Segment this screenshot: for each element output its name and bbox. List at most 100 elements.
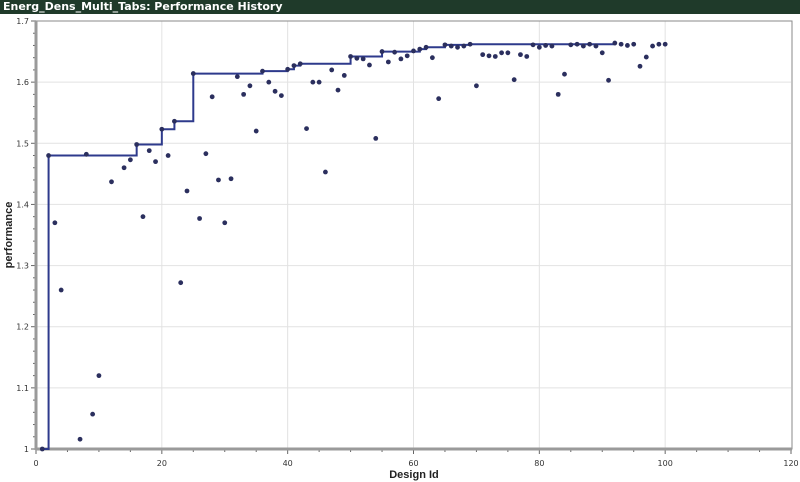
y-tick-label: 1.4 (16, 200, 29, 209)
data-point (580, 43, 586, 49)
data-point (134, 142, 140, 147)
data-point (52, 220, 58, 226)
data-point (448, 43, 454, 49)
data-point (511, 77, 517, 83)
data-point (121, 165, 127, 171)
grid-lines (36, 21, 791, 449)
y-tick-label: 1.7 (16, 17, 29, 26)
data-point (373, 135, 379, 141)
data-point (335, 87, 341, 93)
y-tick-label: 1.3 (16, 262, 29, 271)
data-point (77, 436, 83, 442)
data-point (467, 41, 473, 47)
data-point (209, 94, 215, 100)
x-tick-label: 120 (783, 459, 798, 468)
data-point (241, 91, 247, 97)
data-point (618, 41, 624, 47)
data-point (385, 59, 391, 65)
data-point (662, 41, 668, 47)
data-point (637, 63, 643, 69)
data-point (153, 159, 158, 165)
data-point (455, 44, 460, 50)
data-point (398, 56, 404, 62)
window-title: Energ_Dens_Multi_Tabs: Performance Histo… (3, 0, 283, 13)
data-point (486, 53, 492, 59)
y-tick-label: 1.2 (16, 323, 29, 332)
data-point (216, 177, 221, 183)
data-point (291, 63, 297, 69)
data-point (304, 126, 309, 132)
data-point (593, 43, 599, 49)
data-point (140, 214, 146, 220)
data-point (461, 43, 467, 49)
data-point (234, 74, 240, 80)
data-point (203, 151, 209, 157)
data-point (574, 41, 580, 47)
data-point (316, 79, 322, 85)
data-point (348, 54, 353, 59)
data-point (562, 71, 567, 77)
data-point (518, 52, 523, 58)
data-point (253, 128, 259, 134)
data-point (555, 91, 561, 97)
data-point (341, 73, 347, 78)
data-point (360, 56, 366, 62)
data-point (411, 48, 416, 54)
data-point (96, 373, 102, 379)
data-point (272, 88, 278, 94)
data-point (436, 96, 442, 102)
data-point (568, 42, 574, 48)
data-point (543, 43, 549, 48)
data-point (492, 54, 498, 59)
data-point (599, 50, 605, 56)
y-tick-label: 1.5 (16, 139, 29, 148)
data-point (178, 280, 184, 286)
data-point (127, 157, 133, 163)
data-point (631, 41, 637, 47)
data-point (530, 42, 536, 48)
data-point (404, 53, 410, 59)
data-point (260, 68, 265, 74)
data-point (549, 43, 555, 49)
y-tick-label: 1.1 (16, 384, 29, 393)
data-point (656, 41, 662, 47)
data-point (109, 179, 114, 185)
data-point (474, 83, 479, 89)
design-points (39, 40, 668, 452)
data-point (222, 220, 228, 226)
data-point (83, 151, 89, 157)
data-point (442, 42, 448, 48)
data-point (58, 287, 64, 293)
data-point (417, 46, 423, 52)
x-tick-label: 100 (658, 459, 673, 468)
x-tick-label: 40 (283, 459, 293, 468)
data-point (367, 62, 372, 68)
data-point (228, 176, 234, 182)
data-point (392, 49, 398, 55)
x-tick-label: 0 (33, 459, 38, 468)
data-point (505, 50, 511, 56)
data-point (536, 44, 542, 50)
data-point (159, 126, 165, 132)
data-point (524, 54, 530, 59)
data-point (643, 54, 649, 60)
data-point (379, 49, 385, 54)
data-point (297, 61, 303, 67)
data-point (172, 118, 177, 124)
data-point (612, 40, 618, 46)
y-tick-label: 1 (24, 445, 29, 454)
data-point (266, 79, 272, 85)
y-axis-title: performance (3, 202, 15, 269)
data-point (190, 71, 196, 76)
data-point (323, 169, 328, 175)
data-point (285, 66, 291, 72)
data-point (480, 52, 486, 58)
data-point (499, 50, 504, 56)
x-axis-title: Design Id (389, 469, 439, 481)
y-tick-label: 1.6 (16, 78, 29, 87)
data-point (429, 55, 435, 61)
x-tick-label: 20 (157, 459, 167, 468)
data-point (278, 93, 284, 98)
data-point (354, 55, 360, 61)
